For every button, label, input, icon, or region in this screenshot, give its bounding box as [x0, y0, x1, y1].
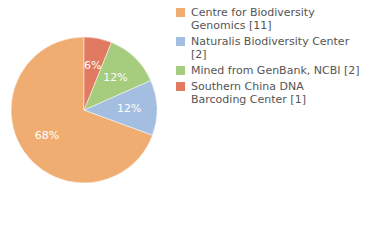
- html-text:Naturalis Biodiversity Center: Naturalis Biodiversity Center [2]: [191, 35, 350, 61]
- svg-text:12%: 12%: [103, 71, 127, 84]
- html-text:Mined from GenBank, NCBI [2]: Mined from GenBank, NCBI [2]: [191, 64, 360, 77]
- svg-text:6%: 6%: [84, 59, 101, 72]
- svg-text:68%: 68%: [35, 129, 59, 142]
- html-text:Centre for Biodiversity Genomi: Centre for Biodiversity Genomics [11]: [191, 6, 315, 32]
- svg-text:12%: 12%: [117, 102, 141, 115]
- html-text:Southern China DNA Barcoding C: Southern China DNA Barcoding Center [1]: [191, 80, 306, 106]
